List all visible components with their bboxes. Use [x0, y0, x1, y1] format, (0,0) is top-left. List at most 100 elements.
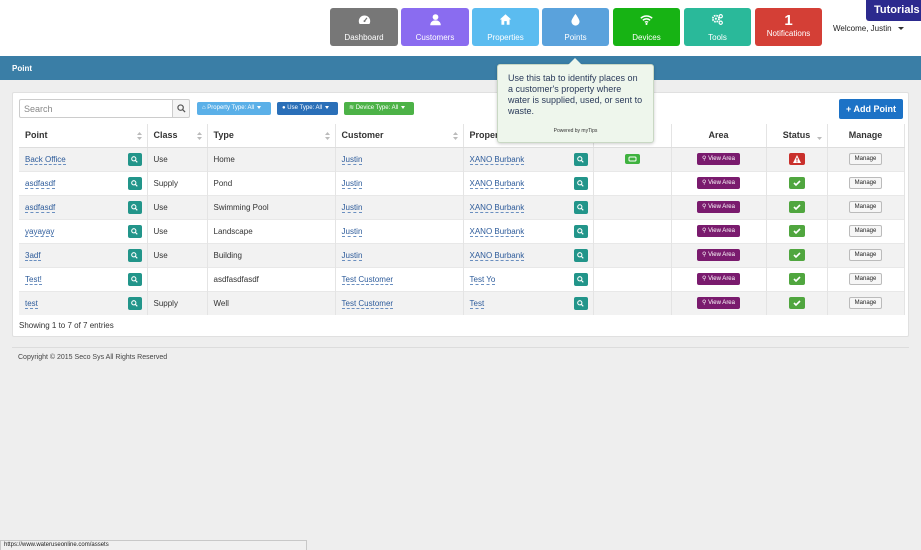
cell-property: XANO Burbank [463, 170, 594, 195]
check-icon [792, 252, 801, 259]
view-area-button[interactable]: ⚲ View Area [697, 273, 740, 285]
search-input[interactable] [19, 99, 173, 118]
search-icon: ⚲ [702, 252, 707, 258]
search-icon: ⚲ [702, 156, 707, 162]
use-type-filter[interactable]: ● Use Type: All [277, 102, 338, 115]
property-link[interactable]: XANO Burbank [469, 226, 525, 237]
status-ok-badge[interactable] [788, 273, 805, 285]
property-search-button[interactable] [573, 272, 588, 286]
cell-area: ⚲ View Area [671, 194, 767, 219]
point-search-button[interactable] [127, 200, 142, 214]
device-badge[interactable] [624, 154, 640, 164]
column-header-status[interactable]: Status [766, 124, 828, 148]
cell-point: Test! [19, 266, 148, 291]
property-link[interactable]: XANO Burbank [469, 202, 525, 213]
view-area-button[interactable]: ⚲ View Area [697, 177, 740, 189]
device-type-filter[interactable]: ≋ Device Type: All [344, 102, 414, 115]
property-search-button[interactable] [573, 176, 588, 190]
column-header-area[interactable]: Area [671, 124, 767, 148]
manage-button[interactable]: Manage [848, 201, 883, 213]
column-header-point[interactable]: Point [19, 124, 148, 148]
column-header-customer[interactable]: Customer [335, 124, 464, 148]
property-link[interactable]: Test Yo [469, 274, 496, 285]
nav-tile-properties[interactable]: Properties [472, 8, 539, 46]
cell-type: Landscape [207, 218, 336, 243]
cell-point: yayayay [19, 218, 148, 243]
view-area-button[interactable]: ⚲ View Area [697, 297, 740, 310]
point-link[interactable]: test [25, 298, 38, 309]
status-ok-badge[interactable] [788, 225, 805, 237]
table-row: 3adf Use Building Justin XANO Burbank ⚲ View … [19, 242, 905, 267]
cell-device [593, 290, 672, 315]
cell-property: XANO Burbank [463, 146, 594, 171]
customer-link[interactable]: Test Customer [341, 274, 394, 285]
view-area-button[interactable]: ⚲ View Area [697, 225, 740, 237]
status-warning-badge[interactable] [788, 153, 805, 165]
property-link[interactable]: XANO Burbank [469, 250, 525, 261]
nav-tile-dashboard[interactable]: Dashboard [330, 8, 398, 46]
tutorials-button[interactable]: Tutorials [866, 0, 921, 21]
view-area-button[interactable]: ⚲ View Area [697, 153, 740, 165]
nav-tile-notifications[interactable]: 1 Notifications [755, 8, 822, 46]
nav-tile-points[interactable]: Points [542, 8, 609, 46]
customer-link[interactable]: Test Customer [341, 298, 394, 309]
point-search-button[interactable] [127, 152, 142, 166]
point-link[interactable]: Back Office [25, 154, 66, 165]
property-search-button[interactable] [573, 200, 588, 214]
copyright-text: Copyright © 2015 Seco Sys All Rights Res… [18, 354, 168, 361]
search-icon: ⚲ [702, 276, 707, 282]
manage-button[interactable]: Manage [848, 225, 883, 237]
point-search-button[interactable] [127, 176, 142, 190]
property-search-button[interactable] [573, 224, 588, 238]
property-type-filter[interactable]: ⌂ Property Type: All [197, 102, 271, 115]
property-link[interactable]: XANO Burbank [469, 178, 525, 189]
nav-tile-label: Notifications [766, 29, 811, 38]
point-search-button[interactable] [127, 272, 142, 286]
point-link[interactable]: asdfasdf [25, 202, 56, 213]
property-search-button[interactable] [573, 152, 588, 166]
check-icon [792, 204, 801, 211]
nav-tile-label: Devices [632, 33, 661, 42]
nav-tile-tools[interactable]: Tools [684, 8, 751, 46]
view-area-button[interactable]: ⚲ View Area [697, 249, 740, 261]
status-ok-badge[interactable] [788, 201, 805, 213]
nav-tile-customers[interactable]: Customers [401, 8, 469, 46]
customer-link[interactable]: Justin [341, 178, 363, 189]
cell-class: Use [147, 146, 208, 171]
manage-button[interactable]: Manage [848, 297, 883, 310]
customer-link[interactable]: Justin [341, 154, 363, 165]
point-link[interactable]: Test! [25, 274, 42, 285]
property-search-button[interactable] [573, 248, 588, 262]
user-menu[interactable]: Welcome, Justin [833, 24, 904, 33]
column-header-type[interactable]: Type [207, 124, 336, 148]
column-header-class[interactable]: Class [147, 124, 208, 148]
status-ok-badge[interactable] [788, 177, 805, 189]
property-link[interactable]: XANO Burbank [469, 154, 525, 165]
view-area-button[interactable]: ⚲ View Area [697, 201, 740, 213]
point-search-button[interactable] [127, 296, 142, 310]
point-search-button[interactable] [127, 248, 142, 262]
point-link[interactable]: 3adf [25, 250, 41, 261]
tooltip-arrow [568, 58, 582, 65]
status-ok-badge[interactable] [788, 297, 805, 310]
manage-button[interactable]: Manage [848, 273, 883, 285]
nav-tile-label: Tools [708, 33, 727, 42]
point-link[interactable]: yayayay [25, 226, 55, 237]
manage-button[interactable]: Manage [848, 177, 883, 189]
nav-tile-devices[interactable]: Devices [613, 8, 680, 46]
status-ok-badge[interactable] [788, 249, 805, 261]
customer-link[interactable]: Justin [341, 202, 363, 213]
add-point-button[interactable]: + Add Point [839, 99, 903, 119]
property-search-button[interactable] [573, 296, 588, 310]
cell-type: Well [207, 290, 336, 315]
customer-link[interactable]: Justin [341, 226, 363, 237]
manage-button[interactable]: Manage [848, 249, 883, 261]
property-link[interactable]: Test [469, 298, 485, 309]
cell-area: ⚲ View Area [671, 146, 767, 171]
manage-button[interactable]: Manage [848, 153, 883, 165]
search-button[interactable] [173, 99, 190, 118]
tooltip-powered-by[interactable]: Powered by myTips [553, 128, 598, 134]
point-link[interactable]: asdfasdf [25, 178, 56, 189]
customer-link[interactable]: Justin [341, 250, 363, 261]
point-search-button[interactable] [127, 224, 142, 238]
